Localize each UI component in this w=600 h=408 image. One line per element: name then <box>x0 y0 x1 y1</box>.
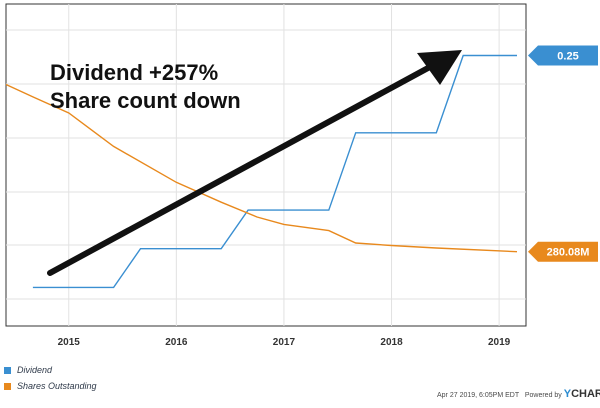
ycharts-logo: YCHARTS <box>563 388 600 400</box>
series-line-1 <box>5 83 518 253</box>
x-tick-label: 2018 <box>380 337 403 348</box>
legend-dividend-swatch <box>4 366 11 374</box>
trend-arrow-shaft <box>47 65 431 276</box>
value-tag-label: 280.08M <box>547 247 590 259</box>
x-tick-label: 2015 <box>58 337 81 348</box>
x-tick-label: 2019 <box>488 337 511 348</box>
trend-arrow-head <box>417 50 462 85</box>
chart-canvas: 2015 2016 2017 2018 2019 0.25 280.08M Dividen… <box>5 3 598 348</box>
footer-powered-by: Powered by <box>524 392 562 399</box>
series-line-0 <box>32 54 517 289</box>
legend-dividend-label: Dividend <box>17 365 53 375</box>
trend-arrow <box>47 50 462 276</box>
x-tick-label: 2016 <box>165 337 188 348</box>
legend-shares-swatch <box>4 382 11 390</box>
value-tag-1 <box>528 241 598 262</box>
legend-shares-label: Shares Outstanding <box>17 381 97 391</box>
legend-shares: Shares Outstanding <box>4 381 97 391</box>
value-tag-label: 0.25 <box>557 51 578 63</box>
footer: Apr 27 2019, 6:05PM EDT Powered by YCHAR… <box>437 388 600 400</box>
footer-timestamp: Apr 27 2019, 6:05PM EDT <box>437 392 519 399</box>
grid-lines <box>6 4 526 326</box>
value-tags: 0.25 280.08M <box>528 45 598 262</box>
x-tick-label: 2017 <box>273 337 296 348</box>
annotation-dividend: Dividend +257% <box>50 60 218 85</box>
x-axis-ticks: 2015 2016 2017 2018 2019 <box>58 337 511 348</box>
series-layer <box>5 54 518 289</box>
annotation-share-count: Share count down <box>50 88 241 113</box>
legend-dividend: Dividend <box>4 365 52 375</box>
value-tag-0 <box>528 45 598 66</box>
